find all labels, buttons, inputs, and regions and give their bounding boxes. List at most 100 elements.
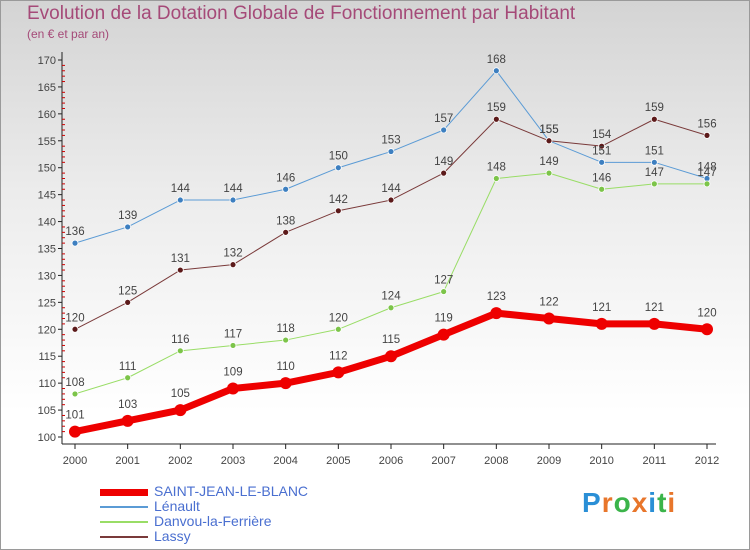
data-label-lassy: 120 — [65, 312, 84, 324]
y-tick-label: 135 — [38, 244, 56, 256]
y-tick-label: 140 — [38, 217, 56, 229]
y-tick-label: 155 — [38, 136, 56, 148]
legend-item-l-nault: Lénault — [100, 498, 360, 515]
data-label-danvou-la-ferri-re: 127 — [434, 275, 453, 287]
y-tick-label: 125 — [38, 297, 56, 309]
data-label-danvou-la-ferri-re: 108 — [65, 377, 84, 389]
data-point-l-nault — [598, 158, 606, 166]
x-tick-label: 2007 — [431, 455, 455, 467]
data-point-danvou-la-ferri-re — [440, 288, 448, 295]
legend-label: Lassy — [154, 528, 191, 544]
data-point-l-nault — [229, 196, 237, 204]
line-chart: 100 105 110 115 120 125 130 135 140 145 150 155 160 1… — [38, 52, 719, 467]
x-tick-label: 2004 — [273, 455, 297, 467]
data-label-saint-jean-le-blanc: 115 — [382, 334, 400, 346]
data-point-lassy — [71, 325, 79, 333]
data-point-saint-jean-le-blanc — [595, 317, 608, 330]
data-point-danvou-la-ferri-re — [176, 347, 184, 355]
y-tick-label: 145 — [38, 190, 56, 202]
data-point-l-nault — [650, 158, 658, 166]
data-point-lassy — [334, 207, 342, 215]
data-point-l-nault — [282, 185, 290, 193]
data-point-danvou-la-ferri-re — [282, 336, 290, 344]
chart-title: Evolution de la Dotation Globale de Fonc… — [27, 3, 576, 24]
data-label-l-nault: 151 — [592, 145, 611, 157]
proxiti-logo: Proxiti — [582, 487, 676, 519]
chart-subtitle: (en € et par an) — [27, 27, 110, 41]
data-point-danvou-la-ferri-re — [598, 185, 606, 193]
data-point-saint-jean-le-blanc — [174, 404, 187, 417]
brand-letter: P — [582, 487, 602, 518]
y-tick-label: 120 — [38, 324, 56, 336]
y-tick-label: 150 — [38, 163, 56, 175]
data-label-lassy: 138 — [276, 215, 295, 227]
data-point-saint-jean-le-blanc — [332, 366, 345, 379]
data-point-lassy — [387, 196, 395, 204]
y-tick-label: 170 — [38, 55, 56, 67]
data-label-saint-jean-le-blanc: 119 — [434, 313, 452, 325]
data-label-saint-jean-le-blanc: 121 — [592, 302, 611, 314]
data-point-saint-jean-le-blanc — [69, 425, 81, 438]
brand-letter: o — [613, 487, 632, 518]
data-label-l-nault: 144 — [171, 183, 191, 195]
data-point-saint-jean-le-blanc — [121, 414, 134, 427]
x-tick-label: 2002 — [168, 455, 192, 467]
data-point-l-nault — [492, 67, 500, 75]
data-point-saint-jean-le-blanc — [437, 328, 450, 341]
data-point-danvou-la-ferri-re — [703, 180, 711, 188]
data-point-danvou-la-ferri-re — [492, 175, 500, 182]
series-line-l-nault — [74, 70, 708, 244]
data-point-l-nault — [387, 148, 395, 155]
data-label-saint-jean-le-blanc: 109 — [223, 367, 242, 379]
data-label-lassy: 144 — [381, 183, 401, 195]
data-point-danvou-la-ferri-re — [229, 342, 237, 349]
data-point-l-nault — [440, 126, 448, 134]
data-label-lassy: 142 — [329, 194, 348, 206]
data-label-lassy: 155 — [539, 124, 558, 136]
data-label-lassy: 131 — [171, 253, 190, 265]
data-point-danvou-la-ferri-re — [124, 374, 132, 382]
legend-swatch — [100, 536, 148, 538]
data-label-danvou-la-ferri-re: 111 — [119, 361, 136, 373]
data-point-l-nault — [176, 196, 184, 204]
data-point-saint-jean-le-blanc — [543, 312, 555, 325]
data-label-l-nault: 151 — [645, 145, 664, 157]
legend-label: Danvou-la-Ferrière — [154, 513, 272, 529]
data-label-danvou-la-ferri-re: 148 — [487, 161, 506, 173]
brand-letter: i — [648, 487, 658, 518]
x-tick-label: 2006 — [379, 455, 403, 467]
data-point-lassy — [703, 131, 711, 139]
brand-letter: i — [667, 487, 677, 518]
data-label-lassy: 159 — [645, 102, 664, 114]
data-label-danvou-la-ferri-re: 116 — [171, 334, 189, 346]
data-point-lassy — [650, 115, 658, 123]
x-tick-label: 2009 — [537, 455, 561, 467]
data-label-l-nault: 153 — [381, 135, 400, 147]
data-point-lassy — [440, 169, 448, 177]
data-label-saint-jean-le-blanc: 123 — [487, 291, 506, 303]
data-label-danvou-la-ferri-re: 117 — [224, 328, 242, 340]
legend-item-danvou-la-ferri-re: Danvou-la-Ferrière — [100, 513, 360, 530]
chart-legend: SAINT-JEAN-LE-BLANC Lénault Danvou-la-Ferr… — [100, 483, 360, 545]
data-point-saint-jean-le-blanc — [490, 307, 503, 320]
data-label-saint-jean-le-blanc: 101 — [65, 410, 84, 422]
data-label-l-nault: 157 — [434, 113, 453, 125]
data-point-saint-jean-le-blanc — [385, 350, 397, 363]
x-tick-label: 2003 — [221, 455, 245, 467]
y-tick-label: 110 — [38, 378, 56, 390]
data-label-saint-jean-le-blanc: 121 — [645, 302, 664, 314]
data-point-l-nault — [124, 223, 132, 231]
legend-swatch — [100, 506, 148, 508]
data-point-danvou-la-ferri-re — [71, 390, 79, 398]
x-tick-label: 2001 — [115, 455, 139, 467]
data-point-lassy — [124, 298, 132, 306]
data-point-lassy — [282, 228, 290, 236]
y-tick-label: 105 — [38, 405, 56, 417]
data-point-lassy — [176, 266, 184, 274]
x-tick-label: 2011 — [643, 455, 667, 467]
data-point-lassy — [598, 142, 606, 150]
data-point-l-nault — [334, 164, 342, 172]
data-label-lassy: 154 — [592, 129, 612, 141]
data-label-saint-jean-le-blanc: 103 — [118, 399, 137, 411]
legend-label: Lénault — [154, 498, 200, 514]
